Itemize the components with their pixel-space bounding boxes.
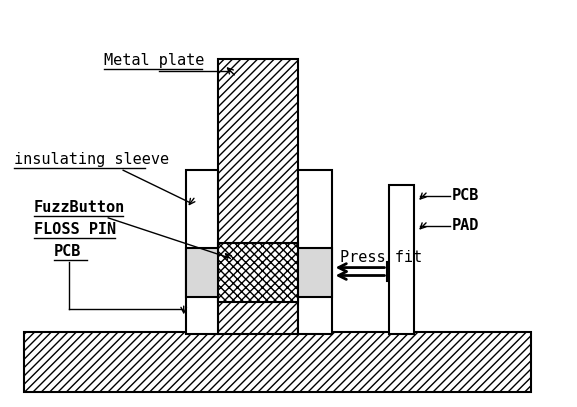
Text: Press fit: Press fit — [340, 249, 422, 265]
Text: FuzzButton: FuzzButton — [33, 200, 125, 215]
Text: Metal plate: Metal plate — [104, 53, 205, 68]
Bar — [219, 243, 298, 302]
Bar — [186, 248, 332, 298]
Text: PCB: PCB — [54, 244, 81, 259]
Text: PCB: PCB — [452, 188, 479, 203]
Bar — [219, 59, 298, 334]
Text: insulating sleeve: insulating sleeve — [14, 152, 169, 167]
Text: PAD: PAD — [452, 218, 479, 233]
Text: FLOSS PIN: FLOSS PIN — [33, 222, 116, 237]
Bar — [186, 170, 219, 334]
Bar — [389, 185, 414, 334]
Bar — [24, 332, 531, 392]
Bar — [298, 170, 332, 334]
